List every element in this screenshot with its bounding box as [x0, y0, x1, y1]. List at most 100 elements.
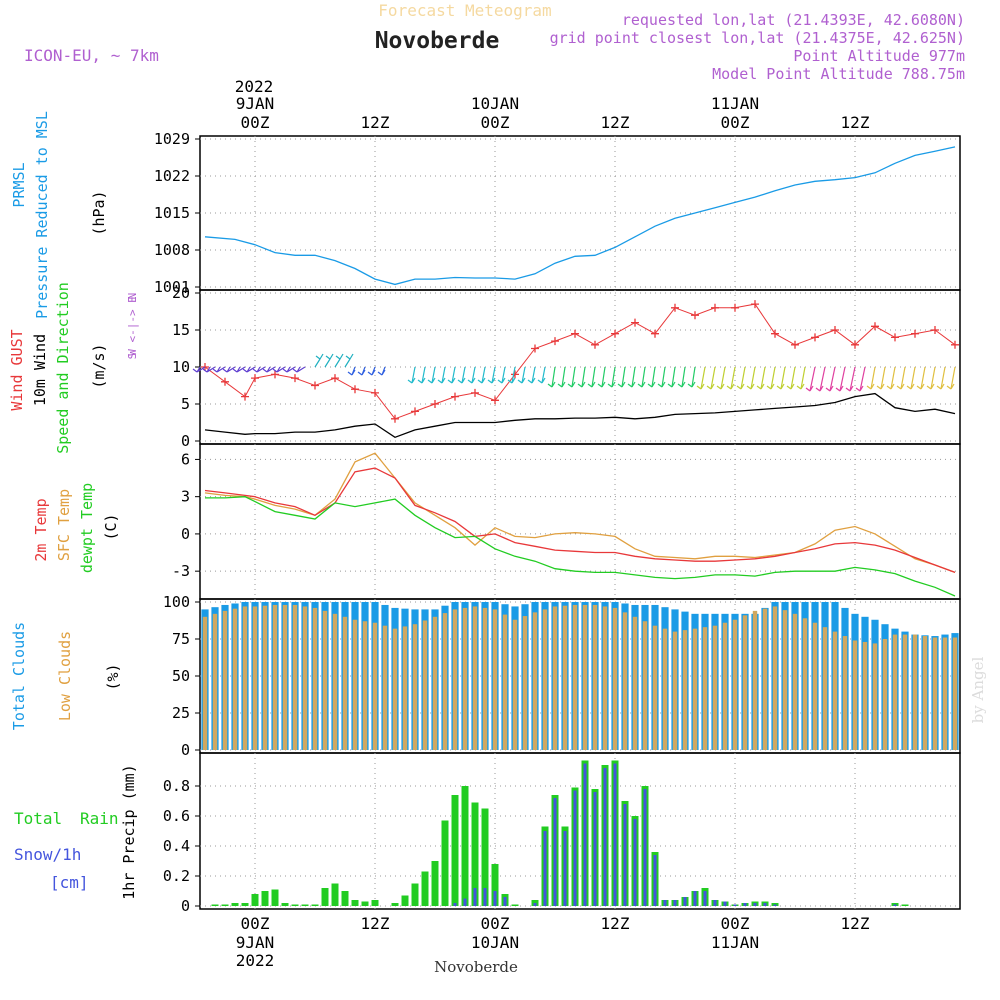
header-grid-point: grid point closest lon,lat (21.4375E, 42…	[550, 29, 965, 47]
wind-gust-marker	[931, 326, 939, 334]
low-cloud-bar	[732, 619, 738, 750]
header-model: ICON-EU, ~ 7km	[24, 46, 159, 65]
wind-direction-arrow	[916, 366, 926, 390]
wind-direction-arrow	[716, 366, 726, 390]
wind-direction-arrow	[497, 366, 506, 384]
wind-speed-line	[204, 392, 956, 439]
wind-gust-marker	[791, 340, 799, 349]
low-cloud-bar	[322, 610, 328, 750]
wind-gust-marker	[591, 340, 599, 349]
footer-location: Novoberde	[434, 958, 518, 976]
wind-direction-arrow	[367, 366, 376, 376]
wind-direction-arrow	[667, 366, 676, 388]
temp-ytick-label: 0	[181, 525, 190, 543]
wind-direction-arrow	[825, 366, 836, 392]
low-cloud-bar	[522, 616, 528, 750]
low-cloud-bar	[462, 607, 468, 750]
low-cloud-bar	[812, 622, 818, 750]
snow-bar	[623, 804, 627, 906]
pressure-ytick-label: 1029	[154, 130, 190, 148]
wind-direction-arrow	[242, 366, 256, 373]
bottom-date-label: 10JAN	[471, 933, 519, 952]
low-cloud-bar	[932, 637, 938, 750]
wind-direction-arrow	[786, 366, 796, 390]
low-cloud-bar	[922, 636, 928, 750]
wind-gust-marker	[391, 414, 399, 423]
low-cloud-bar	[312, 607, 318, 750]
snow-bar	[543, 831, 547, 906]
bottom-date-label: 11JAN	[711, 933, 759, 952]
header-subtitle: Forecast Meteogram	[378, 1, 551, 20]
low-cloud-bar	[302, 606, 308, 750]
low-cloud-bar	[742, 615, 748, 750]
wind-direction-arrow	[926, 366, 936, 390]
wind-direction-arrow	[876, 366, 886, 390]
top-hour-label: 12Z	[601, 113, 630, 132]
low-cloud-bar	[242, 606, 248, 750]
pressure-line	[204, 146, 956, 286]
wind-gust-marker	[911, 329, 919, 338]
bottom-hour-label: 00Z	[721, 914, 750, 933]
snow-bar	[893, 904, 897, 906]
snow-bar	[743, 903, 747, 906]
wind-title-10m: 10m Wind	[31, 334, 49, 406]
snow-bar	[633, 819, 637, 906]
bottom-hour-label: 00Z	[241, 914, 270, 933]
header-point-altitude: Point Altitude 977m	[793, 47, 965, 65]
wind-gust-marker	[491, 396, 499, 405]
low-cloud-bar	[362, 621, 368, 750]
low-cloud-bar	[352, 619, 358, 750]
snow-bar	[613, 763, 617, 906]
snow-bar	[703, 891, 707, 906]
rain-bar	[251, 894, 259, 906]
wind-direction-arrow	[467, 366, 476, 384]
snow-bar	[503, 897, 507, 906]
compass-north-label: N	[126, 293, 139, 300]
rain-bar	[411, 883, 419, 906]
clouds-ytick-label: 25	[172, 704, 190, 722]
low-cloud-bar	[532, 612, 538, 750]
wind-gust-marker	[671, 303, 679, 312]
rain-bar	[511, 904, 519, 906]
rain-bar	[221, 904, 229, 906]
rain-bar	[421, 871, 429, 906]
low-cloud-bar	[672, 631, 678, 750]
low-cloud-bar	[232, 608, 238, 750]
wind-direction-arrow	[607, 366, 616, 388]
low-cloud-bar	[642, 621, 648, 750]
wind-direction-arrow	[696, 366, 706, 390]
wind-direction-arrow	[347, 366, 356, 376]
temp-title-sfc: SFC Temp	[55, 489, 73, 561]
pressure-panel: 1001 1008 1015 1022 1029	[154, 130, 961, 296]
rain-bar	[471, 802, 479, 906]
precip-panel: 0 0.2 0.4 0.6 0.8	[163, 752, 961, 915]
wind-direction-arrow	[896, 366, 906, 390]
wind-direction-arrow	[886, 366, 896, 390]
wind-direction-arrow	[357, 366, 366, 376]
wind-direction-arrow	[906, 366, 916, 390]
wind-direction-arrow	[796, 366, 806, 390]
snow-bar	[763, 903, 767, 906]
bottom-hour-label: 12Z	[841, 914, 870, 933]
wind-direction-arrow	[706, 366, 716, 390]
wind-direction-arrow	[232, 366, 246, 373]
wind-direction-arrow	[637, 366, 646, 388]
wind-gust-marker	[371, 388, 379, 397]
wind-direction-arrow	[507, 366, 516, 384]
low-cloud-bar	[902, 634, 908, 750]
low-cloud-bar	[862, 641, 868, 750]
low-cloud-bar	[422, 620, 428, 750]
precip-ytick-label: 0.6	[163, 807, 190, 825]
low-cloud-bar	[342, 616, 348, 750]
snow-bar	[773, 904, 777, 906]
low-cloud-bar	[512, 619, 518, 750]
wind-direction-arrow	[845, 366, 856, 392]
low-cloud-bar	[282, 604, 288, 750]
wind-direction-arrow	[587, 366, 596, 388]
wind-direction-arrow	[314, 353, 324, 368]
wind-direction-arrow	[447, 366, 456, 384]
wind-gust-marker	[291, 374, 299, 383]
low-cloud-bar	[632, 616, 638, 750]
wind-direction-arrow	[477, 366, 486, 384]
wind-direction-arrow	[805, 366, 816, 392]
